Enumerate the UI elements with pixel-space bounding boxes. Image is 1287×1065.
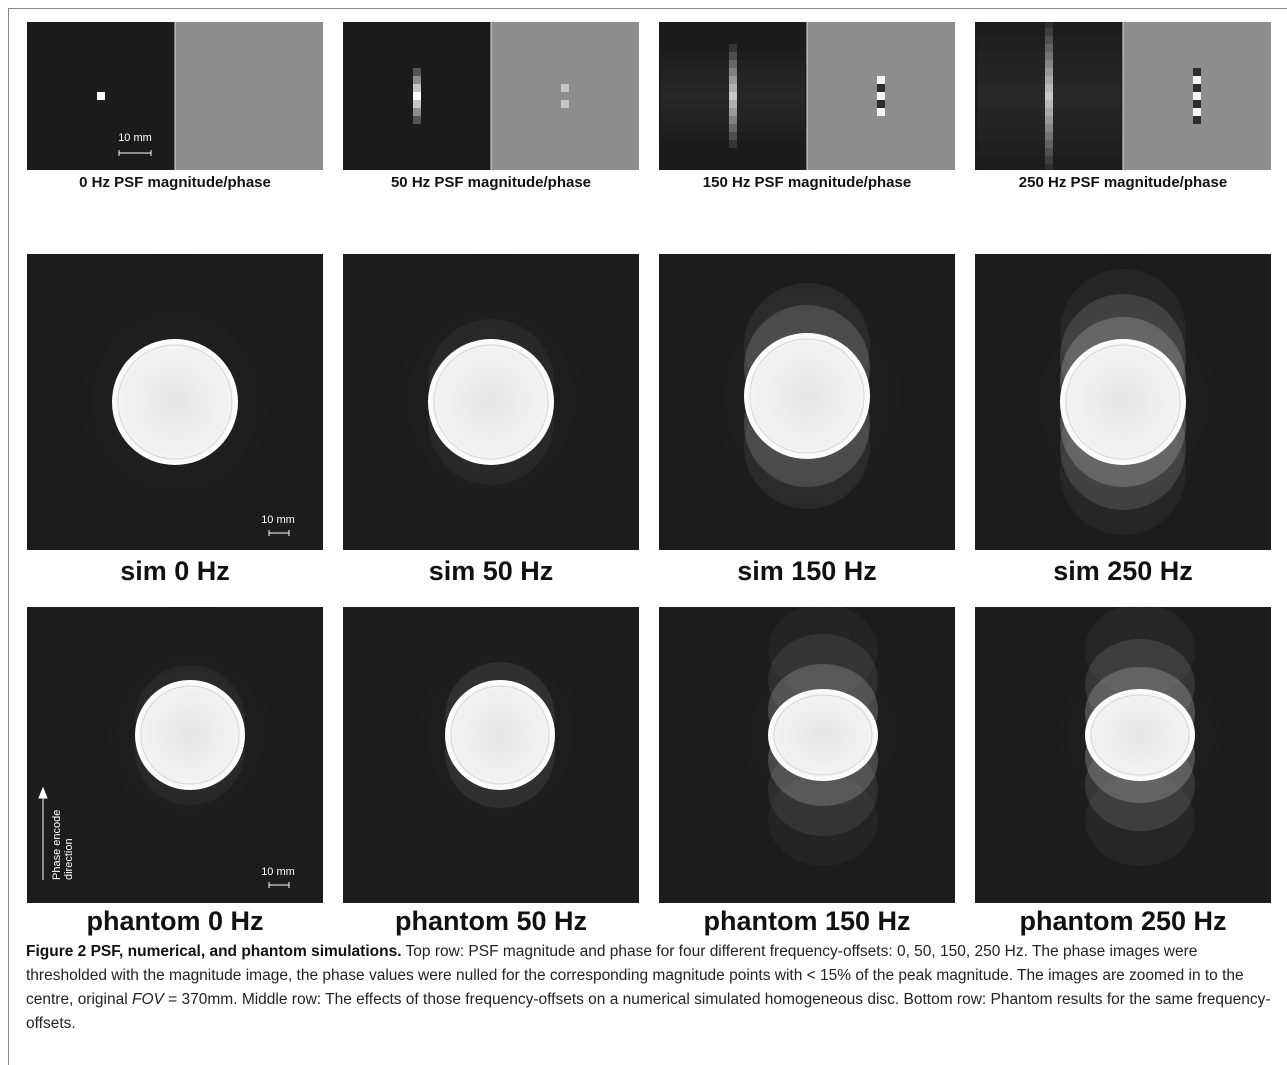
scale-bar-label: 10 mm [261, 514, 295, 526]
psf-lobe [413, 116, 421, 124]
psf-sidelobe [977, 84, 1121, 92]
panel-label: sim 0 Hz [120, 556, 230, 586]
phase-pixel [1193, 76, 1201, 84]
phase-pixel [561, 84, 569, 92]
phase-pixel [877, 92, 885, 100]
psf-sidelobe [661, 140, 805, 148]
psf-sidelobe [977, 76, 1121, 84]
scale-bar-label: 10 mm [118, 132, 152, 144]
psf-sidelobe [977, 68, 1121, 76]
psf-sidelobe [977, 92, 1121, 100]
phase-pixel [1193, 92, 1201, 100]
panel-label: sim 150 Hz [737, 556, 877, 586]
psf-sidelobe [661, 60, 805, 68]
disc [112, 339, 238, 465]
psf-sidelobe [661, 92, 805, 100]
phase-pixel [877, 108, 885, 116]
phase-pixel [1193, 100, 1201, 108]
panel-label: phantom 250 Hz [1019, 906, 1226, 936]
scale-bar-label: 10 mm [261, 866, 295, 878]
panel-label: 0 Hz PSF magnitude/phase [79, 174, 271, 191]
psf-sidelobe [977, 100, 1121, 108]
panel-label: sim 250 Hz [1053, 556, 1193, 586]
psf-peak [97, 92, 105, 100]
psf-sidelobe [661, 132, 805, 140]
psf-lobe [413, 100, 421, 108]
psf-sidelobe [977, 60, 1121, 68]
psf-sidelobe [661, 52, 805, 60]
ghost [768, 774, 878, 866]
panels: 0 Hz PSF magnitude/phase 50 Hz PSF magnit… [27, 20, 1271, 936]
psf-lobe [413, 108, 421, 116]
direction-label: Phase encode [51, 810, 63, 880]
psf-phase [175, 22, 323, 170]
phase-pixel [877, 76, 885, 84]
phase-pixel [1193, 68, 1201, 76]
disc [1060, 339, 1186, 465]
psf-sidelobe [977, 44, 1121, 52]
page: {"top_row": {"labels": ["0 Hz PSF magnit… [0, 0, 1287, 1065]
psf-sidelobe [977, 20, 1121, 28]
ghost [768, 604, 878, 696]
ghost [1085, 604, 1195, 696]
panel-label: 250 Hz PSF magnitude/phase [1019, 174, 1227, 191]
psf-sidelobe [977, 164, 1121, 172]
psf-sidelobe [977, 156, 1121, 164]
psf-sidelobe [977, 140, 1121, 148]
psf-sidelobe [661, 124, 805, 132]
psf-sidelobe [661, 76, 805, 84]
disc [1085, 689, 1195, 781]
caption: Figure 2 PSF, numerical, and phantom sim… [26, 940, 1274, 1036]
panel-label: phantom 150 Hz [703, 906, 910, 936]
psf-sidelobe [661, 44, 805, 52]
psf-sidelobe [977, 116, 1121, 124]
phase-pixel [877, 100, 885, 108]
phase-pixel [1193, 108, 1201, 116]
psf-sidelobe [661, 84, 805, 92]
psf-phase [491, 22, 639, 170]
psf-sidelobe [661, 100, 805, 108]
psf-sidelobe [661, 108, 805, 116]
panel-label: 50 Hz PSF magnitude/phase [391, 174, 591, 191]
panel-label: 150 Hz PSF magnitude/phase [703, 174, 911, 191]
disc [135, 680, 245, 790]
psf-sidelobe [977, 28, 1121, 36]
panel-label: sim 50 Hz [429, 556, 554, 586]
psf-sidelobe [661, 68, 805, 76]
caption-fov: FOV [132, 991, 164, 1008]
disc [445, 680, 555, 790]
panel-label: phantom 0 Hz [86, 906, 263, 936]
caption-title: Figure 2 PSF, numerical, and phantom sim… [26, 943, 402, 960]
phase-pixel [1193, 84, 1201, 92]
psf-lobe [413, 76, 421, 84]
phase-pixel [561, 100, 569, 108]
phase-pixel [877, 84, 885, 92]
psf-sidelobe [977, 148, 1121, 156]
psf-lobe [413, 68, 421, 76]
psf-lobe [413, 84, 421, 92]
psf-sidelobe [977, 124, 1121, 132]
psf-sidelobe [977, 52, 1121, 60]
disc [744, 333, 870, 459]
disc [428, 339, 554, 465]
psf-lobe [413, 92, 421, 100]
direction-label: direction [63, 838, 75, 880]
disc [768, 689, 878, 781]
psf-sidelobe [977, 132, 1121, 140]
psf-sidelobe [977, 108, 1121, 116]
phase-pixel [1193, 116, 1201, 124]
figure: 0 Hz PSF magnitude/phase 50 Hz PSF magnit… [0, 0, 1287, 1065]
caption-text: = 370mm. Middle row: The effects of thos… [26, 991, 1271, 1032]
psf-sidelobe [661, 116, 805, 124]
ghost [1085, 774, 1195, 866]
panel-label: phantom 50 Hz [395, 906, 587, 936]
psf-sidelobe [977, 36, 1121, 44]
